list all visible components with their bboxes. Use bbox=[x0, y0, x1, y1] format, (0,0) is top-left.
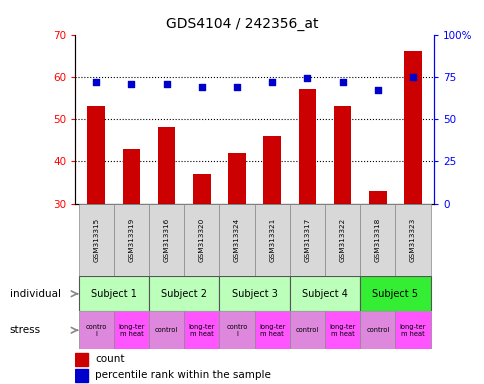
Text: GSM313319: GSM313319 bbox=[128, 218, 134, 262]
Bar bbox=[78, 311, 114, 349]
Bar bbox=[122, 149, 140, 204]
Text: GSM313321: GSM313321 bbox=[269, 218, 274, 262]
Bar bbox=[324, 311, 360, 349]
Point bbox=[303, 75, 311, 81]
Bar bbox=[360, 276, 430, 311]
Point bbox=[408, 74, 416, 80]
Text: control: control bbox=[365, 327, 389, 333]
Bar bbox=[184, 204, 219, 276]
Text: control: control bbox=[155, 327, 178, 333]
Bar bbox=[157, 127, 175, 204]
Point bbox=[197, 84, 205, 90]
Text: GSM313320: GSM313320 bbox=[198, 218, 204, 262]
Point bbox=[338, 79, 346, 85]
Text: GSM313323: GSM313323 bbox=[409, 218, 415, 262]
Bar bbox=[78, 204, 114, 276]
Bar bbox=[149, 204, 184, 276]
Bar bbox=[394, 204, 430, 276]
Text: long-ter
m heat: long-ter m heat bbox=[188, 324, 214, 337]
Bar bbox=[219, 276, 289, 311]
Bar bbox=[360, 204, 394, 276]
Point bbox=[233, 84, 241, 90]
Text: Subject 1: Subject 1 bbox=[91, 289, 136, 299]
Bar bbox=[254, 204, 289, 276]
Text: GDS4104 / 242356_at: GDS4104 / 242356_at bbox=[166, 17, 318, 31]
Bar bbox=[333, 106, 351, 204]
Text: percentile rank within the sample: percentile rank within the sample bbox=[95, 370, 270, 381]
Text: GSM313315: GSM313315 bbox=[93, 218, 99, 262]
Text: Subject 4: Subject 4 bbox=[302, 289, 347, 299]
Bar bbox=[289, 276, 360, 311]
Text: GSM313317: GSM313317 bbox=[304, 218, 310, 262]
Point bbox=[373, 87, 381, 93]
Bar bbox=[263, 136, 280, 204]
Text: long-ter
m heat: long-ter m heat bbox=[329, 324, 355, 337]
Bar bbox=[149, 311, 184, 349]
Point bbox=[127, 81, 135, 87]
Bar bbox=[75, 369, 88, 382]
Bar bbox=[193, 174, 210, 204]
Text: GSM313324: GSM313324 bbox=[234, 218, 240, 262]
Text: Subject 5: Subject 5 bbox=[372, 289, 418, 299]
Point bbox=[92, 79, 100, 85]
Bar bbox=[149, 276, 219, 311]
Text: GSM313316: GSM313316 bbox=[163, 218, 169, 262]
Bar bbox=[114, 204, 149, 276]
Text: long-ter
m heat: long-ter m heat bbox=[118, 324, 144, 337]
Bar bbox=[289, 311, 324, 349]
Text: individual: individual bbox=[10, 289, 60, 299]
Text: GSM313318: GSM313318 bbox=[374, 218, 380, 262]
Text: stress: stress bbox=[10, 325, 41, 335]
Bar bbox=[368, 191, 386, 204]
Bar bbox=[78, 276, 149, 311]
Bar bbox=[228, 153, 245, 204]
Bar bbox=[403, 51, 421, 204]
Text: Subject 2: Subject 2 bbox=[161, 289, 207, 299]
Text: contro
l: contro l bbox=[226, 324, 247, 337]
Bar bbox=[360, 311, 394, 349]
Bar bbox=[184, 311, 219, 349]
Text: count: count bbox=[95, 354, 124, 364]
Bar bbox=[394, 311, 430, 349]
Point bbox=[268, 79, 275, 85]
Bar bbox=[298, 89, 316, 204]
Point bbox=[163, 81, 170, 87]
Bar bbox=[87, 106, 105, 204]
Bar bbox=[75, 353, 88, 366]
Bar bbox=[219, 204, 254, 276]
Text: GSM313322: GSM313322 bbox=[339, 218, 345, 262]
Text: long-ter
m heat: long-ter m heat bbox=[258, 324, 285, 337]
Bar bbox=[254, 311, 289, 349]
Text: control: control bbox=[295, 327, 318, 333]
Bar bbox=[324, 204, 360, 276]
Text: contro
l: contro l bbox=[85, 324, 107, 337]
Bar bbox=[289, 204, 324, 276]
Text: Subject 3: Subject 3 bbox=[231, 289, 277, 299]
Text: long-ter
m heat: long-ter m heat bbox=[399, 324, 425, 337]
Bar bbox=[219, 311, 254, 349]
Bar bbox=[114, 311, 149, 349]
